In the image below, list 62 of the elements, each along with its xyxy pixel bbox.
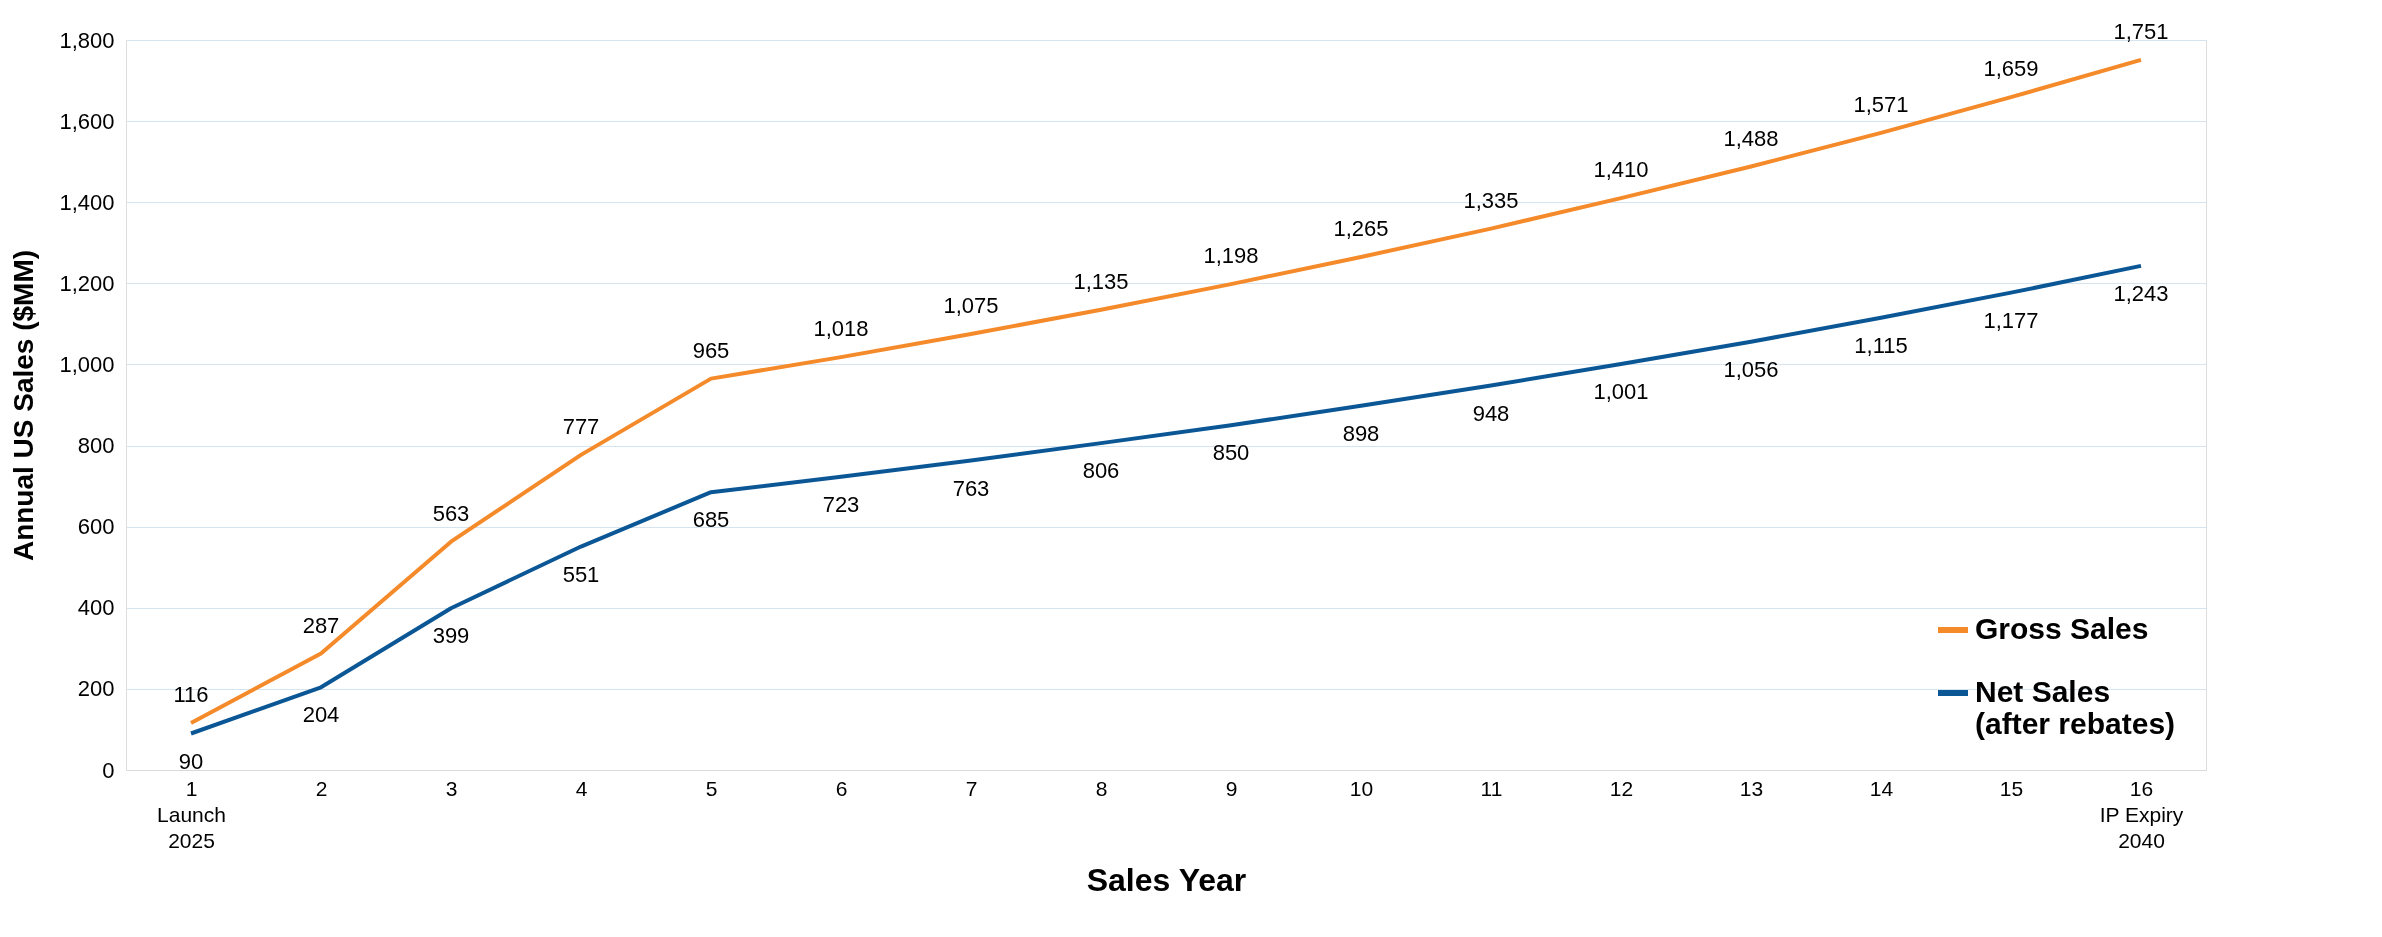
data-label: 1,056 xyxy=(1723,356,1779,382)
y-tick-label: 600 xyxy=(77,514,115,540)
data-label: 1,243 xyxy=(2113,280,2169,306)
data-label: 685 xyxy=(692,507,730,533)
data-label: 763 xyxy=(952,475,990,501)
x-tick-label: 11 xyxy=(1480,776,1503,800)
data-label: 850 xyxy=(1212,440,1250,466)
y-axis-title: Annual US Sales ($MM) xyxy=(8,249,40,562)
y-tick-label: 1,000 xyxy=(59,351,115,377)
y-tick-label: 800 xyxy=(77,433,115,459)
data-label: 204 xyxy=(302,702,340,728)
data-label: 90 xyxy=(178,748,204,774)
data-label: 1,001 xyxy=(1593,379,1649,405)
y-tick-label: 1,800 xyxy=(59,27,115,53)
x-axis-title: Sales Year xyxy=(1086,861,1247,898)
y-tick-label: 0 xyxy=(102,757,115,783)
y-tick-label: 1,600 xyxy=(59,108,115,134)
data-label: 723 xyxy=(822,491,860,517)
y-tick-label: 1,400 xyxy=(59,189,115,215)
data-label: 1,410 xyxy=(1593,157,1649,183)
x-tick-label: 9 xyxy=(1225,776,1238,800)
data-label: 1,265 xyxy=(1333,215,1389,241)
data-label: 898 xyxy=(1342,420,1380,446)
x-tick-label: 2 xyxy=(315,776,328,800)
x-tick-label: 3 xyxy=(445,776,458,800)
data-label: 1,488 xyxy=(1723,125,1779,151)
legend-label: Gross Sales xyxy=(1975,612,2149,645)
x-tick-label: 1 Launch 2025 xyxy=(157,776,226,852)
data-label: 777 xyxy=(562,413,600,439)
data-label: 551 xyxy=(562,561,600,587)
data-label: 1,135 xyxy=(1073,268,1129,294)
x-tick-label: 16 IP Expiry 2040 xyxy=(2099,776,2184,852)
x-tick-label: 10 xyxy=(1349,776,1374,800)
data-label: 1,751 xyxy=(2113,18,2169,44)
data-label: 948 xyxy=(1472,400,1510,426)
data-label: 1,075 xyxy=(943,293,999,319)
y-tick-label: 1,200 xyxy=(59,270,115,296)
data-label: 1,335 xyxy=(1463,187,1519,213)
x-tick-label: 13 xyxy=(1739,776,1764,800)
x-tick-label: 5 xyxy=(705,776,718,800)
data-label: 806 xyxy=(1082,458,1120,484)
data-label: 1,659 xyxy=(1983,56,2039,82)
x-tick-label: 14 xyxy=(1869,776,1894,800)
y-tick-label: 400 xyxy=(77,595,115,621)
data-label: 1,177 xyxy=(1983,307,2039,333)
x-tick-label: 4 xyxy=(575,776,588,800)
data-label: 116 xyxy=(173,681,209,707)
x-tick-label: 12 xyxy=(1609,776,1634,800)
data-label: 965 xyxy=(692,337,730,363)
x-tick-label: 8 xyxy=(1095,776,1108,800)
x-tick-label: 6 xyxy=(835,776,848,800)
legend-label: Net Sales (after rebates) xyxy=(1975,675,2176,740)
data-label: 1,571 xyxy=(1853,91,1909,117)
x-tick-label: 15 xyxy=(1999,776,2024,800)
data-label: 563 xyxy=(432,500,470,526)
y-tick-label: 200 xyxy=(77,676,115,702)
data-label: 1,018 xyxy=(813,316,869,342)
data-label: 287 xyxy=(302,612,340,638)
data-label: 1,198 xyxy=(1203,243,1259,269)
data-label: 1,115 xyxy=(1854,332,1908,358)
data-label: 399 xyxy=(432,623,470,649)
x-tick-label: 7 xyxy=(965,776,978,800)
